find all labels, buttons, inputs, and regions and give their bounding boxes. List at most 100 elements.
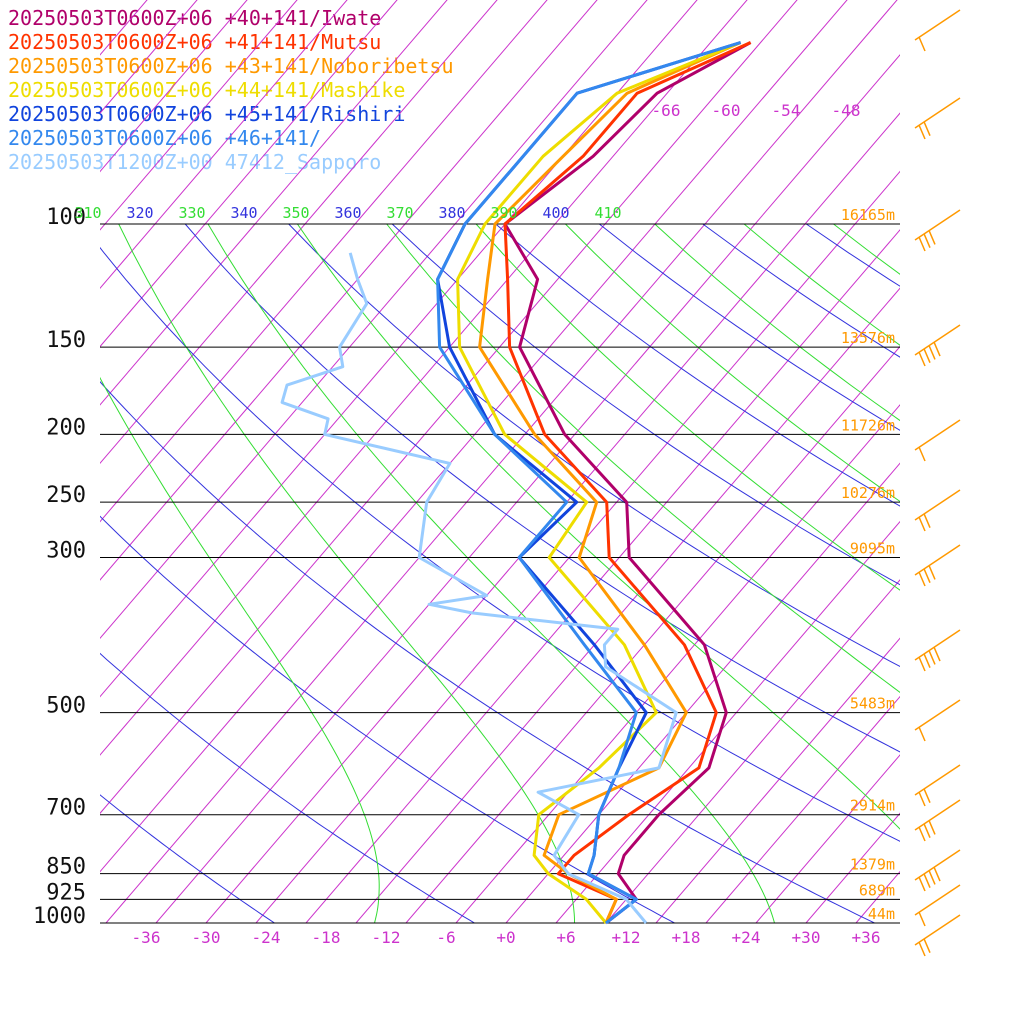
mixing-ratio-label: -48 (832, 101, 861, 120)
dry-adiabat-lines (100, 223, 900, 923)
height-label: 11726m (841, 416, 895, 434)
wind-barb-feather (933, 866, 941, 882)
wind-barb-feather (918, 351, 926, 367)
dry-adiabat (100, 246, 900, 842)
dry-adiabat (288, 223, 900, 668)
wind-barb-feather (923, 568, 931, 583)
isotherm-line (655, 637, 900, 923)
temperature-tick-label: +24 (732, 928, 761, 947)
wind-barb-feather (923, 938, 931, 953)
isotherm-line (255, 170, 900, 923)
temperature-tick-label: -12 (372, 928, 401, 947)
wind-barb (914, 799, 961, 831)
theta-label: 340 (230, 204, 257, 222)
isotherm-line (100, 0, 448, 406)
moist-adiabat (207, 223, 776, 923)
isotherm-line (100, 0, 798, 815)
pressure-tick-label: 925 (46, 880, 86, 905)
wind-barb (914, 324, 961, 356)
wind-barb-feather (928, 870, 936, 885)
sounding-line (280, 252, 678, 924)
wind-barb (914, 544, 961, 576)
moist-adiabat (100, 376, 380, 923)
height-label: 2914m (850, 797, 895, 815)
wind-barb-feather (918, 911, 926, 927)
moist-adiabat (386, 223, 900, 694)
sounding-line (503, 41, 752, 925)
dry-adiabat (100, 652, 476, 923)
wind-barb (914, 9, 961, 41)
isotherm-line (100, 0, 298, 231)
dry-adiabat (100, 380, 876, 923)
sounding-line (456, 41, 742, 924)
wind-barb-feather (923, 823, 931, 838)
wind-barb-feather (918, 876, 926, 892)
height-label: 5483m (850, 695, 895, 713)
height-label: 1379m (850, 856, 895, 874)
wind-barb (914, 629, 961, 661)
isotherm-line (0, 0, 18, 923)
pressure-tick-label: 200 (46, 415, 86, 440)
pressure-tick-label: 1000 (33, 904, 86, 929)
isotherm-line (100, 0, 498, 465)
sounding-line (436, 41, 742, 925)
wind-barb-feather (923, 788, 931, 803)
legend-entry: 20250503T0600Z+06 +43+141/Noboribetsu (8, 54, 454, 78)
height-label: 9095m (850, 540, 895, 558)
temperature-tick-label: -36 (132, 928, 161, 947)
wind-barb-feather (918, 36, 926, 52)
isotherm-line (906, 0, 1024, 923)
wind-barb-feather (918, 656, 926, 672)
mixing-ratio-label: -60 (712, 101, 741, 120)
wind-barb (914, 914, 961, 946)
moist-adiabat (296, 223, 900, 830)
isotherm-line (755, 754, 900, 923)
wind-barbs (914, 9, 961, 957)
temperature-tick-label: +0 (496, 928, 515, 947)
isotherm-line (0, 0, 218, 923)
isotherm-line (605, 579, 900, 923)
wind-barb (914, 699, 961, 731)
isotherm-line (155, 54, 900, 923)
sounding-line (478, 41, 742, 924)
dry-adiabat (100, 794, 276, 923)
isotherm-line (855, 870, 900, 923)
isotherm-line (100, 0, 748, 756)
dry-adiabat (100, 515, 676, 923)
wind-barb-feather (933, 646, 941, 662)
isotherm-line (0, 0, 168, 923)
isotherm-line (505, 462, 900, 923)
isotherm-line (100, 0, 648, 640)
wind-barb-feather (933, 341, 941, 357)
wind-barb (914, 97, 961, 129)
wind-barb-feather (918, 791, 926, 807)
isotherm-line (405, 345, 900, 923)
isotherm-line (100, 0, 248, 173)
temperature-tick-label: -30 (192, 928, 221, 947)
isotherm-line (355, 287, 900, 923)
wind-barb-feather (923, 233, 931, 248)
isotherm-line (105, 0, 898, 923)
dry-adiabat (495, 223, 900, 507)
isotherm-line (100, 0, 698, 698)
theta-label: 320 (126, 204, 153, 222)
wind-barb-feather (918, 941, 926, 957)
pressure-tick-label: 300 (46, 539, 86, 564)
height-label: 16165m (841, 206, 895, 224)
theta-label: 390 (490, 204, 517, 222)
pressure-tick-label: 100 (46, 205, 86, 230)
legend-entry: 20250503T0600Z+06 +41+141/Mutsu (8, 30, 382, 54)
wind-barb (914, 764, 961, 796)
wind-barb (914, 419, 961, 451)
wind-barb-feather (928, 345, 936, 360)
wind-barb-feather (923, 121, 931, 136)
pressure-tick-label: 250 (46, 483, 86, 508)
wind-barb-feather (918, 571, 926, 587)
legend-entry: 20250503T0600Z+06 +44+141/Mashike (8, 78, 406, 102)
isotherm-line (455, 404, 900, 923)
dry-adiabat (806, 223, 900, 287)
wind-barb (914, 849, 961, 881)
wind-barb-feather (918, 726, 926, 742)
